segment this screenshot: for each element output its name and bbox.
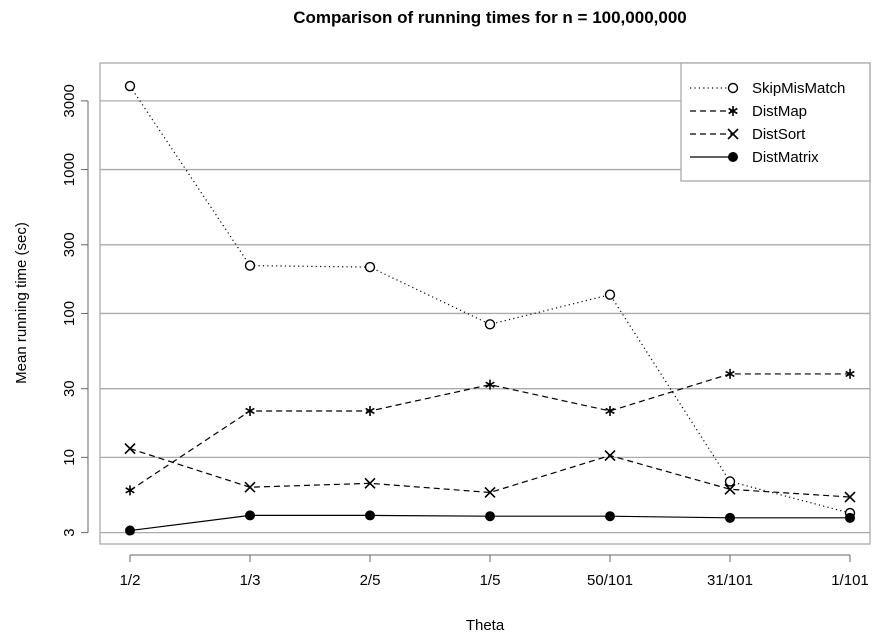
point-distmap-1 — [245, 405, 255, 416]
x-axis-label: Theta — [466, 617, 505, 634]
series-distmap — [125, 368, 855, 496]
y-tick-label-3: 100 — [61, 301, 78, 326]
point-distsort-4 — [604, 449, 616, 462]
legend-box — [680, 62, 871, 182]
y-tick-label-1: 10 — [61, 449, 78, 466]
legend-label-distmap: DistMap — [752, 103, 807, 120]
y-tick-label-4: 300 — [61, 232, 78, 257]
point-distmatrix-3 — [485, 511, 495, 522]
point-distmatrix-2 — [365, 510, 375, 521]
series-line-distmap — [129, 373, 850, 491]
point-distsort-6 — [844, 491, 856, 503]
x-tick-label-3: 1/5 — [480, 572, 501, 589]
plot-frame — [99, 62, 871, 545]
legend-marker-distsort — [727, 128, 739, 140]
legend-label-distsort: DistSort — [752, 126, 806, 143]
point-distmap-6 — [845, 368, 855, 379]
point-skipmismatch-2 — [364, 261, 376, 273]
y-tick-label-5: 1000 — [61, 153, 78, 186]
legend-label-distmatrix: DistMatrix — [752, 149, 819, 166]
series-skipmismatch — [124, 80, 856, 519]
point-distmatrix-5 — [725, 512, 735, 523]
y-axis: 3 10 30 100 300 1000 3000 — [61, 84, 89, 537]
point-distsort-3 — [484, 486, 496, 499]
grid-lines — [100, 100, 870, 534]
series-line-distsort — [129, 448, 851, 498]
x-tick-label-4: 50/101 — [587, 572, 633, 589]
point-distmatrix-4 — [605, 511, 615, 522]
point-distmap-3 — [485, 379, 495, 390]
point-skipmismatch-4 — [604, 289, 616, 300]
legend-marker-skipmismatch — [727, 82, 739, 94]
legend-marker-distmap — [728, 106, 738, 116]
point-distsort-5 — [724, 483, 736, 495]
legend: SkipMisMatch DistMap DistSort DistMatrix — [680, 62, 871, 182]
series-distmatrix — [125, 510, 855, 536]
legend-marker-distmatrix — [728, 152, 738, 162]
point-distmatrix-0 — [125, 525, 135, 536]
chart-title: Comparison of running times for n = 100,… — [293, 8, 686, 27]
y-tick-label-2: 30 — [61, 380, 78, 397]
point-distmatrix-6 — [845, 512, 855, 523]
series-layer — [124, 80, 856, 536]
point-distmatrix-1 — [245, 510, 255, 521]
point-distmap-0 — [125, 485, 135, 496]
legend-label-skipmismatch: SkipMisMatch — [752, 80, 845, 97]
point-distmap-2 — [365, 405, 375, 416]
y-tick-label-0: 3 — [61, 528, 78, 536]
series-distsort — [124, 443, 856, 503]
point-skipmismatch-5 — [724, 476, 736, 487]
point-distsort-1 — [244, 481, 256, 493]
point-distmap-4 — [605, 405, 615, 416]
x-tick-label-6: 1/101 — [831, 572, 869, 589]
x-tick-label-0: 1/2 — [120, 572, 141, 589]
y-tick-label-6: 3000 — [61, 84, 78, 117]
point-skipmismatch-3 — [484, 319, 496, 330]
point-distsort-0 — [124, 443, 136, 455]
x-tick-label-5: 31/101 — [707, 572, 753, 589]
x-tick-label-2: 2/5 — [360, 572, 381, 589]
point-distsort-2 — [364, 477, 376, 489]
point-skipmismatch-1 — [244, 260, 256, 271]
y-axis-label: Mean running time (sec) — [13, 222, 30, 384]
x-tick-label-1: 1/3 — [240, 572, 261, 589]
x-axis: 1/2 1/3 2/5 1/5 50/101 31/101 1/101 — [120, 554, 869, 589]
point-distmap-5 — [725, 368, 735, 379]
point-skipmismatch-0 — [124, 80, 136, 92]
